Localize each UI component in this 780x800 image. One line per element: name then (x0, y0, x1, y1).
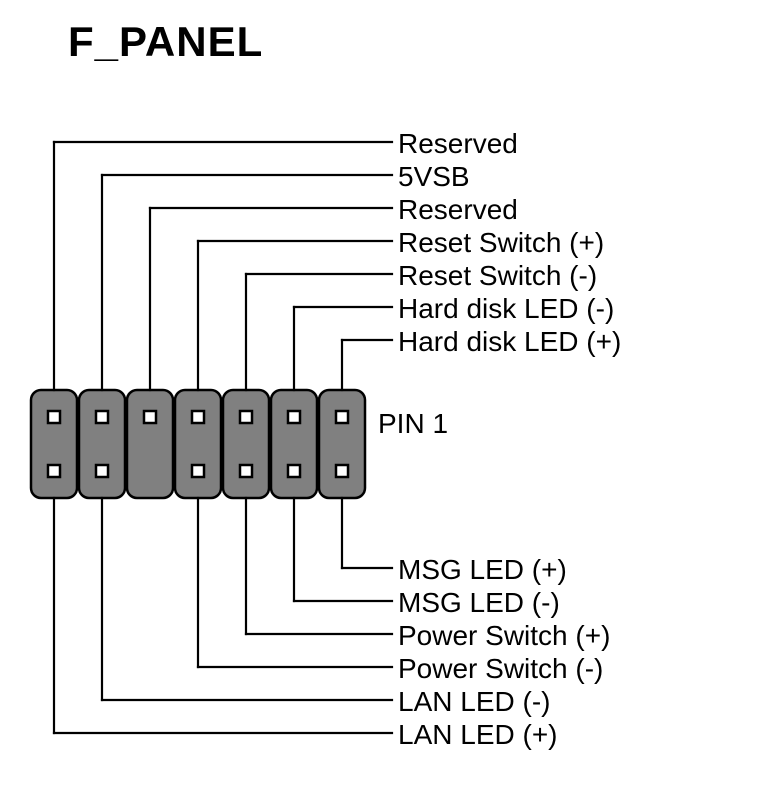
diagram-canvas: F_PANEL PIN 1 Reserved5VSBReservedReset … (0, 0, 780, 800)
wiring-svg (0, 0, 780, 800)
